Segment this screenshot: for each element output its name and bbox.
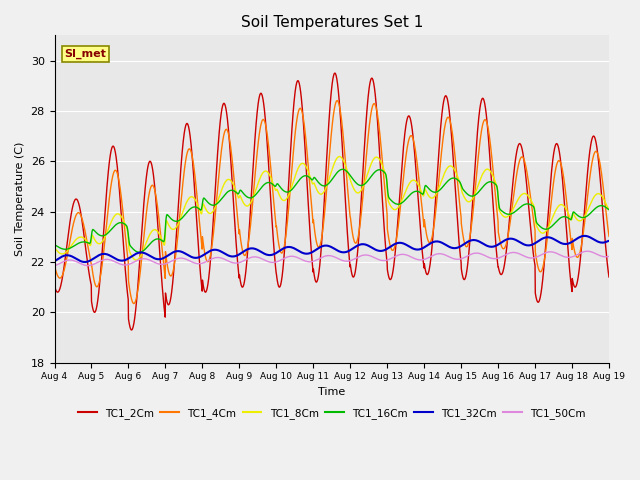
TC1_50Cm xyxy=(348,257,356,263)
TC1_50Cm xyxy=(605,253,613,259)
TC1_32Cm xyxy=(348,246,356,252)
TC1_4Cm xyxy=(557,159,564,165)
Line: TC1_8Cm: TC1_8Cm xyxy=(54,156,609,260)
TC1_16Cm xyxy=(557,215,564,221)
TC1_8Cm xyxy=(557,202,564,207)
TC1_16Cm xyxy=(51,242,58,248)
TC1_16Cm xyxy=(605,207,613,213)
TC1_50Cm xyxy=(584,248,591,254)
TC1_4Cm xyxy=(348,228,356,234)
Line: TC1_50Cm: TC1_50Cm xyxy=(54,251,609,265)
TC1_50Cm xyxy=(360,252,368,258)
Line: TC1_4Cm: TC1_4Cm xyxy=(54,101,609,303)
TC1_8Cm xyxy=(572,215,580,221)
TC1_2Cm xyxy=(493,257,501,263)
Text: SI_met: SI_met xyxy=(65,48,106,59)
TC1_4Cm xyxy=(360,178,368,184)
TC1_50Cm xyxy=(493,255,501,261)
TC1_16Cm xyxy=(205,201,213,206)
TC1_32Cm xyxy=(580,233,588,239)
TC1_32Cm xyxy=(360,241,368,247)
TC1_32Cm xyxy=(605,238,613,244)
TC1_16Cm xyxy=(572,211,580,217)
TC1_32Cm xyxy=(572,237,579,242)
Line: TC1_2Cm: TC1_2Cm xyxy=(54,73,609,330)
TC1_8Cm xyxy=(51,245,58,251)
Title: Soil Temperatures Set 1: Soil Temperatures Set 1 xyxy=(241,15,423,30)
TC1_16Cm xyxy=(360,181,368,187)
TC1_32Cm xyxy=(205,248,213,254)
TC1_2Cm xyxy=(557,157,564,163)
TC1_2Cm xyxy=(331,70,339,76)
TC1_16Cm xyxy=(348,175,356,181)
TC1_32Cm xyxy=(81,259,89,265)
TC1_50Cm xyxy=(84,263,92,268)
Y-axis label: Soil Temperature (C): Soil Temperature (C) xyxy=(15,142,25,256)
Legend: TC1_2Cm, TC1_4Cm, TC1_8Cm, TC1_16Cm, TC1_32Cm, TC1_50Cm: TC1_2Cm, TC1_4Cm, TC1_8Cm, TC1_16Cm, TC1… xyxy=(74,404,589,423)
TC1_4Cm xyxy=(130,300,138,306)
TC1_2Cm xyxy=(572,284,580,289)
TC1_50Cm xyxy=(205,257,213,263)
TC1_8Cm xyxy=(360,181,368,187)
TC1_8Cm xyxy=(605,207,613,213)
TC1_2Cm xyxy=(51,283,58,289)
TC1_4Cm xyxy=(605,233,613,239)
TC1_2Cm xyxy=(360,147,368,153)
TC1_4Cm xyxy=(572,252,580,258)
TC1_50Cm xyxy=(572,252,579,258)
X-axis label: Time: Time xyxy=(318,387,346,397)
TC1_8Cm xyxy=(348,182,356,188)
TC1_50Cm xyxy=(51,263,58,268)
TC1_4Cm xyxy=(333,98,341,104)
TC1_8Cm xyxy=(336,154,344,159)
TC1_2Cm xyxy=(128,327,136,333)
TC1_2Cm xyxy=(605,274,613,280)
TC1_8Cm xyxy=(132,257,140,263)
TC1_16Cm xyxy=(136,250,143,255)
TC1_4Cm xyxy=(205,256,213,262)
TC1_8Cm xyxy=(205,210,213,216)
TC1_2Cm xyxy=(205,269,213,275)
TC1_32Cm xyxy=(51,258,58,264)
TC1_2Cm xyxy=(348,272,356,278)
Line: TC1_16Cm: TC1_16Cm xyxy=(54,169,609,252)
TC1_4Cm xyxy=(493,211,501,217)
TC1_32Cm xyxy=(556,240,564,246)
TC1_32Cm xyxy=(493,242,501,248)
TC1_16Cm xyxy=(493,186,501,192)
Line: TC1_32Cm: TC1_32Cm xyxy=(54,236,609,262)
TC1_50Cm xyxy=(556,252,564,258)
TC1_8Cm xyxy=(493,185,501,191)
TC1_16Cm xyxy=(339,167,346,172)
TC1_4Cm xyxy=(51,263,58,268)
